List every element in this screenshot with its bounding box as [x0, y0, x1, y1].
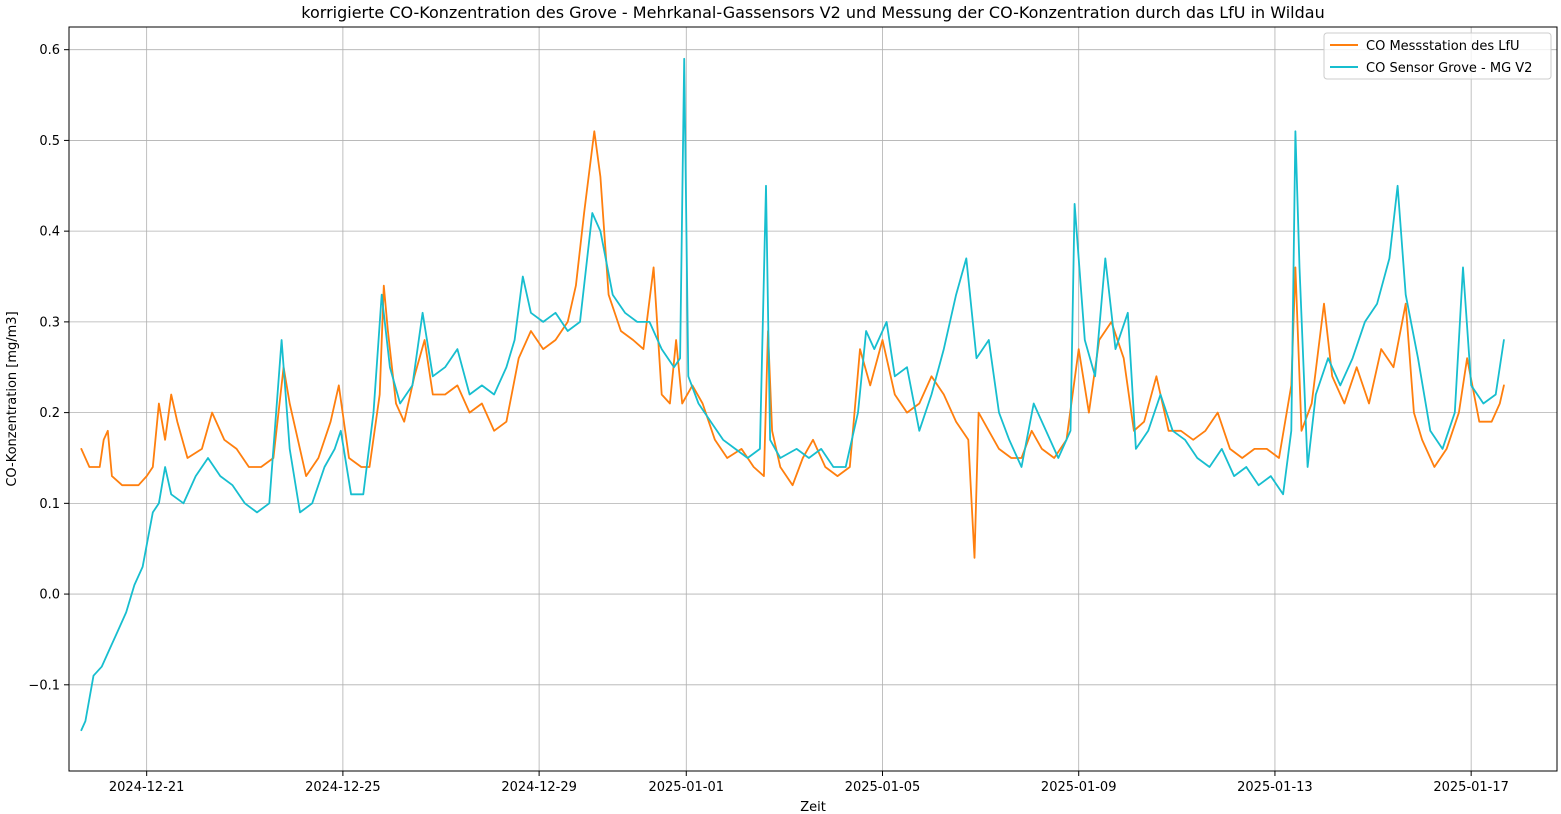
x-tick-label: 2024-12-29 [501, 780, 577, 795]
legend: CO Messstation des LfU CO Sensor Grove -… [1323, 32, 1552, 80]
y-tick-label: 0.5 [39, 134, 60, 149]
x-axis-title: Zeit [800, 800, 826, 814]
y-grid-lines [69, 49, 1557, 686]
y-tick-label: 0.0 [39, 588, 60, 603]
y-tick-label: 0.1 [39, 497, 60, 512]
series-line-lfu [80, 130, 1505, 559]
x-tick-label: 2025-01-17 [1433, 780, 1509, 795]
y-tick-label: 0.6 [39, 43, 60, 58]
x-tick-label: 2025-01-01 [648, 780, 724, 795]
x-tick-label: 2025-01-13 [1237, 780, 1313, 795]
legend-box [1323, 32, 1552, 80]
x-axis-ticks: 2024-12-21 2024-12-25 2024-12-29 2025-01-01… [109, 771, 1509, 795]
y-axis-title: CO-Konzentration [mg/m3] [5, 311, 20, 486]
y-tick-label: 0.4 [39, 225, 60, 240]
legend-label-sensor: CO Sensor Grove - MG V2 [1366, 61, 1532, 76]
series-layer [80, 57, 1505, 732]
x-tick-label: 2025-01-05 [845, 780, 921, 795]
x-tick-label: 2024-12-21 [109, 780, 185, 795]
chart-title: korrigierte CO-Konzentration des Grove -… [301, 3, 1324, 22]
y-tick-label: 0.2 [39, 406, 60, 421]
legend-label-lfu: CO Messstation des LfU [1366, 39, 1520, 54]
x-tick-label: 2025-01-09 [1041, 780, 1117, 795]
series-line-sensor [80, 57, 1505, 732]
y-axis-ticks: −0.1 0.0 0.1 0.2 0.3 0.4 0.5 0.6 [28, 43, 69, 693]
y-tick-label: −0.1 [28, 678, 60, 693]
plot-frame [68, 26, 1558, 772]
y-tick-label: 0.3 [39, 315, 60, 330]
x-tick-label: 2024-12-25 [305, 780, 381, 795]
